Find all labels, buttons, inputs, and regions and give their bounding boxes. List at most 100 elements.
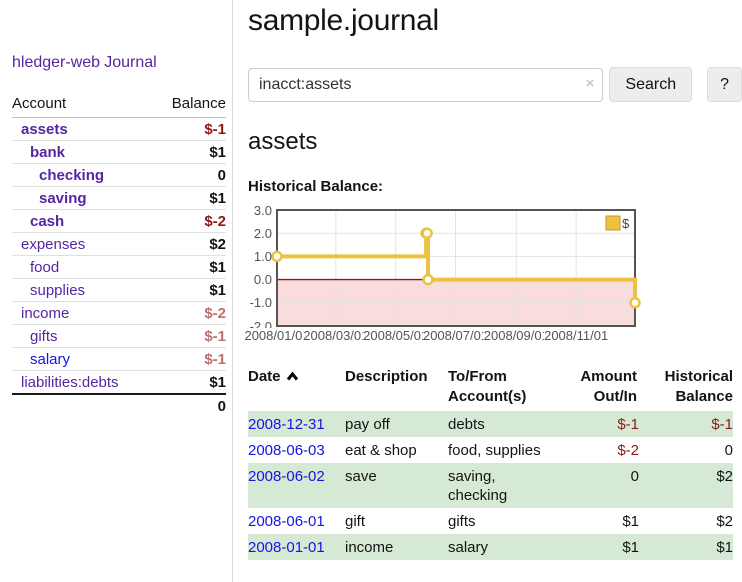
help-button[interactable]: ? xyxy=(707,67,742,102)
account-row: cash $-2 xyxy=(12,209,226,233)
main-panel: sample.journal × Search ? assets Histori… xyxy=(240,0,742,560)
account-row: saving $1 xyxy=(12,186,226,210)
account-link[interactable]: saving xyxy=(39,189,87,207)
transaction-row[interactable]: 2008-06-02 save saving, checking 0 $2 xyxy=(248,463,733,508)
txn-date-link[interactable]: 2008-06-01 xyxy=(248,513,325,530)
accounts-body: assets $-1 bank $1 checking 0 saving $1 cash $-2 e… xyxy=(12,117,226,395)
x-tick-label: 2008/07/01 xyxy=(422,328,489,344)
txn-date-link[interactable]: 2008-06-03 xyxy=(248,442,325,459)
account-name-cell: expenses xyxy=(12,232,154,256)
account-row: checking 0 xyxy=(12,163,226,187)
account-link[interactable]: bank xyxy=(30,143,66,161)
accounts-total-spacer xyxy=(12,393,154,418)
account-link[interactable]: checking xyxy=(39,166,105,184)
header-date[interactable]: Date xyxy=(248,365,345,411)
account-name-cell: saving xyxy=(12,186,154,210)
txn-balance: $2 xyxy=(716,468,733,485)
svg-text:$: $ xyxy=(622,216,630,231)
transaction-row[interactable]: 2008-01-01 income salary $1 $1 xyxy=(248,534,733,560)
search-button[interactable]: Search xyxy=(609,67,693,102)
txn-date-link[interactable]: 2008-06-02 xyxy=(248,468,325,485)
header-amount: Amount Out/In xyxy=(580,368,637,405)
txn-balance: $2 xyxy=(716,513,733,530)
historical-balance-chart: $ 3.0 2.0 1.0 0.0 -1.0 -2.0 2008/01/01 2008/03/… xyxy=(240,203,742,351)
txn-accounts: salary xyxy=(448,539,489,556)
txn-amount: 0 xyxy=(630,468,639,485)
txn-date-cell: 2008-01-01 xyxy=(248,534,345,560)
chart-canvas: $ xyxy=(271,209,641,327)
txn-description: save xyxy=(345,468,377,485)
account-link[interactable]: expenses xyxy=(21,235,86,253)
transactions-header-row: Date Description To/From Account(s) Amou… xyxy=(248,365,733,411)
txn-description: gift xyxy=(345,513,366,530)
account-balance: $-2 xyxy=(153,209,226,233)
account-name-cell: liabilities:debts xyxy=(12,370,154,395)
account-row: bank $1 xyxy=(12,140,226,164)
account-name-cell: gifts xyxy=(12,324,154,348)
clear-search-icon[interactable]: × xyxy=(585,74,595,92)
txn-date-link[interactable]: 2008-12-31 xyxy=(248,416,325,433)
account-name-cell: income xyxy=(12,301,154,325)
account-link[interactable]: assets xyxy=(21,120,68,138)
sort-ascending-icon xyxy=(286,371,298,381)
txn-accounts: saving, checking xyxy=(448,468,508,504)
txn-description: pay off xyxy=(345,416,390,433)
account-balance: $1 xyxy=(153,186,226,210)
account-balance: $1 xyxy=(153,278,226,302)
account-balance: $-1 xyxy=(153,347,226,371)
txn-balance: $-1 xyxy=(711,416,733,433)
app-title-link[interactable]: hledger-web xyxy=(12,54,101,71)
account-link[interactable]: income xyxy=(21,304,70,322)
sidebar-item-journal[interactable]: Journal xyxy=(104,54,157,71)
txn-date-cell: 2008-12-31 xyxy=(248,411,345,437)
chart-title: Historical Balance: xyxy=(248,178,384,195)
txn-amount: $-2 xyxy=(617,442,639,459)
account-balance: $-1 xyxy=(153,117,226,141)
header-accounts: To/From Account(s) xyxy=(448,368,527,405)
txn-accounts: gifts xyxy=(448,513,476,530)
txn-date-cell: 2008-06-02 xyxy=(248,463,345,508)
transactions-body: 2008-12-31 pay off debts $-1 $-1 2008-06-03 ea… xyxy=(248,411,733,560)
txn-accounts: food, supplies xyxy=(448,442,541,459)
account-balance: $-2 xyxy=(153,301,226,325)
y-tick-label: 2.0 xyxy=(253,225,272,241)
account-link[interactable]: salary xyxy=(30,350,71,368)
account-row: food $1 xyxy=(12,255,226,279)
transaction-row[interactable]: 2008-06-03 eat & shop food, supplies $-2 0 xyxy=(248,437,733,463)
account-link[interactable]: cash xyxy=(30,212,65,230)
header-description: Description xyxy=(345,368,428,385)
transaction-row[interactable]: 2008-12-31 pay off debts $-1 $-1 xyxy=(248,411,733,437)
account-name-cell: bank xyxy=(12,140,154,164)
account-name-cell: cash xyxy=(12,209,154,233)
page-title: sample.journal xyxy=(248,4,439,37)
x-tick-label: 2008/03/01 xyxy=(303,328,369,344)
sidebar: hledger-web Journal Account Balance asse… xyxy=(0,0,233,582)
accounts-total-value: 0 xyxy=(153,393,226,418)
account-row: salary $-1 xyxy=(12,347,226,371)
account-link[interactable]: liabilities:debts xyxy=(21,373,119,391)
y-tick-label: 3.0 xyxy=(253,202,272,218)
account-row: income $-2 xyxy=(12,301,226,325)
txn-description: eat & shop xyxy=(345,442,417,459)
y-tick-label: 0.0 xyxy=(253,272,272,288)
account-balance: $1 xyxy=(153,140,226,164)
header-balance: Historical Balance xyxy=(664,368,733,405)
txn-accounts: debts xyxy=(448,416,485,433)
account-link[interactable]: supplies xyxy=(30,281,86,299)
account-row: gifts $-1 xyxy=(12,324,226,348)
account-link[interactable]: food xyxy=(30,258,60,276)
account-balance: $1 xyxy=(153,370,226,395)
account-link[interactable]: gifts xyxy=(30,327,58,345)
account-name-cell: checking xyxy=(12,163,154,187)
x-tick-label: 2008/09/01 xyxy=(483,328,549,344)
account-name-cell: assets xyxy=(12,117,154,141)
txn-date-link[interactable]: 2008-01-01 xyxy=(248,539,325,556)
txn-amount: $-1 xyxy=(617,416,639,433)
account-heading: assets xyxy=(248,128,318,155)
txn-amount: $1 xyxy=(622,513,639,530)
search-input[interactable] xyxy=(248,67,604,102)
header-date-label: Date xyxy=(248,368,281,385)
txn-amount: $1 xyxy=(622,539,639,556)
transaction-row[interactable]: 2008-06-01 gift gifts $1 $2 xyxy=(248,508,733,534)
account-balance: $2 xyxy=(153,232,226,256)
